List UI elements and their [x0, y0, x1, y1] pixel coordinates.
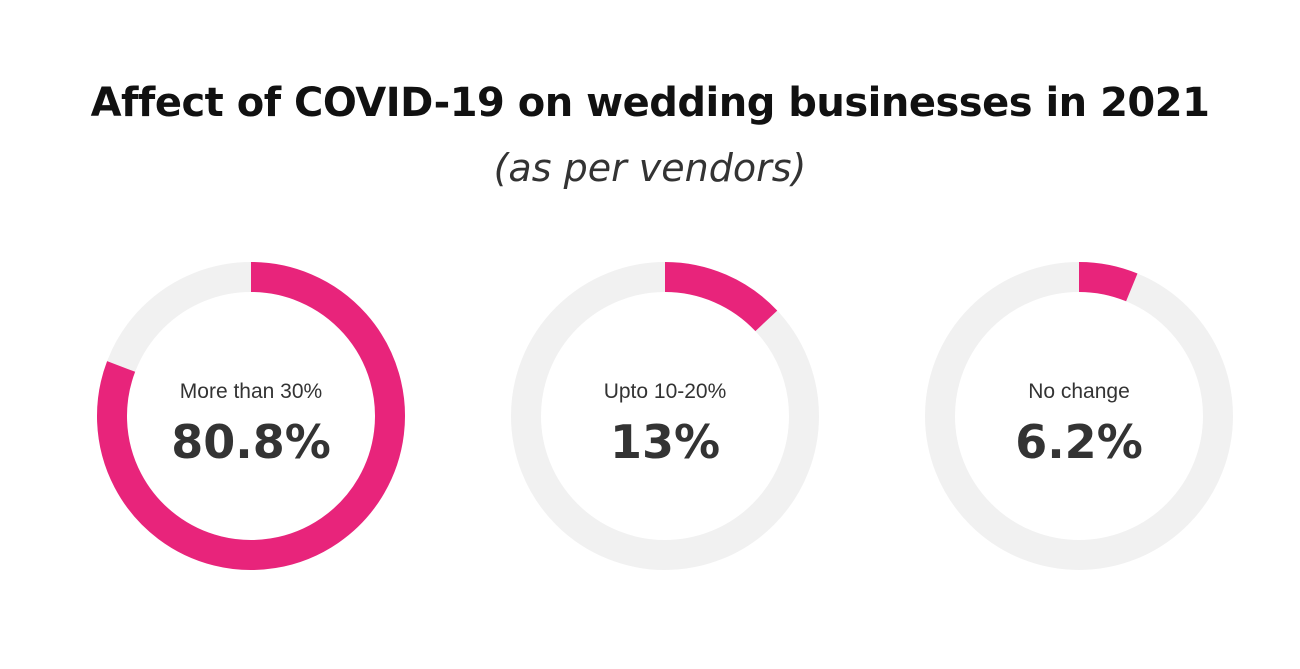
donut-chart-3: No change 6.2%	[925, 262, 1233, 570]
donut-label: No change	[1028, 380, 1130, 403]
donut-label: Upto 10-20%	[604, 380, 727, 403]
donut-value: 13%	[610, 415, 720, 469]
donut-chart-2: Upto 10-20% 13%	[511, 262, 819, 570]
donut-value: 6.2%	[1015, 415, 1143, 469]
donut-arc	[1078, 262, 1138, 302]
donut-arc	[97, 262, 405, 570]
chart-title: Affect of COVID-19 on wedding businesses…	[90, 80, 1210, 126]
chart-subtitle: (as per vendors)	[493, 146, 807, 190]
donut-arc	[664, 262, 778, 332]
donut-value: 80.8%	[171, 415, 331, 469]
donut-label: More than 30%	[180, 380, 322, 403]
donut-chart-1: More than 30% 80.8%	[97, 262, 405, 570]
